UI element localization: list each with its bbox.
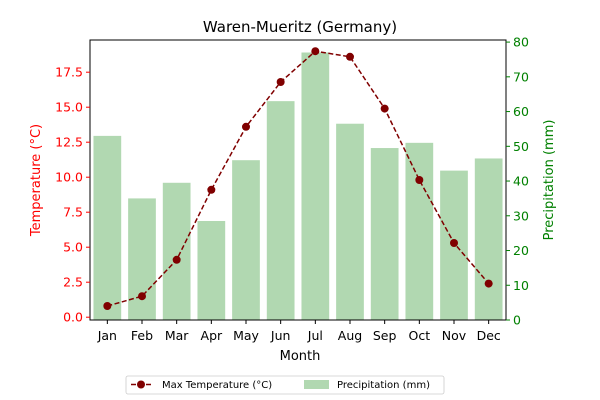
x-tick-label: Jan xyxy=(97,328,117,343)
precipitation-bars xyxy=(93,52,503,320)
temperature-point-jun xyxy=(276,78,285,86)
y-right-tick-label: 70 xyxy=(513,69,529,84)
temperature-line-path xyxy=(107,50,490,307)
legend: Max Temperature (°C) Precipitation (mm) xyxy=(125,375,445,395)
precipitation-bar-apr xyxy=(197,220,226,320)
temperature-point-feb xyxy=(138,292,146,301)
temperature-point-aug xyxy=(346,52,354,61)
precipitation-bar-mar xyxy=(162,182,191,320)
legend-label-temperature: Max Temperature (°C) xyxy=(162,380,272,391)
legend-frame xyxy=(125,375,445,395)
x-tick-label: Dec xyxy=(477,328,501,343)
x-tick-label: Sep xyxy=(373,328,397,343)
x-tick-label: Jun xyxy=(270,328,291,343)
temperature-point-jul xyxy=(311,47,320,56)
temperature-point-apr xyxy=(207,185,216,194)
y-right-tick-label: 40 xyxy=(513,174,529,189)
y-right-tick-label: 60 xyxy=(513,104,529,119)
precipitation-bar-sep xyxy=(370,148,399,320)
y-left-tick-label: 15.0 xyxy=(55,100,83,115)
chart-title: Waren-Mueritz (Germany) xyxy=(203,18,397,36)
x-tick-label: Jul xyxy=(307,328,323,343)
x-tick-label: Mar xyxy=(165,328,189,343)
y-right-tick-label: 20 xyxy=(513,243,529,258)
x-tick-label: Apr xyxy=(201,328,223,343)
x-tick-label: Aug xyxy=(338,328,362,343)
y-right-axis-title: Precipitation (mm) xyxy=(542,120,557,241)
x-axis-title: Month xyxy=(280,349,321,364)
temperature-point-dec xyxy=(484,279,493,288)
y-right-tick-label: 0 xyxy=(513,313,521,328)
temperature-point-oct xyxy=(415,176,424,184)
y-left-tick-label: 17.5 xyxy=(55,65,83,80)
precipitation-bar-aug xyxy=(336,123,364,320)
y-left-tick-label: 7.5 xyxy=(63,205,83,220)
y-right-tick-label: 50 xyxy=(513,139,529,154)
x-tick-label: May xyxy=(233,328,259,343)
precipitation-bar-feb xyxy=(128,198,156,320)
temperature-line xyxy=(103,47,493,310)
axes: 0.0 2.5 5.0 7.5 10.0 12.5 15.0 17.5 0 10 20 30 40 50 6… xyxy=(55,35,529,343)
temperature-point-may xyxy=(242,122,250,131)
plot-frame xyxy=(89,39,507,321)
precipitation-bar-jul xyxy=(301,52,330,320)
precipitation-bar-dec xyxy=(474,158,503,320)
temperature-point-sep xyxy=(380,104,389,113)
y-right-tick-label: 10 xyxy=(513,278,529,293)
x-tick-label: Oct xyxy=(409,328,431,343)
legend-marker-swatch xyxy=(137,380,145,389)
x-tick-label: Feb xyxy=(131,328,153,343)
y-left-tick-label: 2.5 xyxy=(63,275,83,290)
legend-label-precipitation: Precipitation (mm) xyxy=(337,380,430,391)
legend-bar-swatch xyxy=(304,380,329,389)
temperature-point-nov xyxy=(450,239,458,247)
y-left-tick-label: 5.0 xyxy=(63,240,83,255)
y-left-tick-label: 12.5 xyxy=(55,135,83,150)
precipitation-bar-jun xyxy=(266,101,295,320)
temperature-point-mar xyxy=(172,255,181,264)
y-right-tick-label: 80 xyxy=(513,35,529,50)
precipitation-bar-jan xyxy=(93,135,122,320)
precipitation-bar-may xyxy=(232,160,260,320)
x-tick-label: Nov xyxy=(442,328,467,343)
y-right-tick-label: 30 xyxy=(513,208,529,223)
precipitation-bar-oct xyxy=(405,142,434,320)
y-left-tick-label: 0.0 xyxy=(63,310,83,325)
y-left-tick-label: 10.0 xyxy=(55,170,83,185)
temperature-point-jan xyxy=(103,302,112,310)
y-left-axis-title: Temperature (°C) xyxy=(29,124,44,237)
